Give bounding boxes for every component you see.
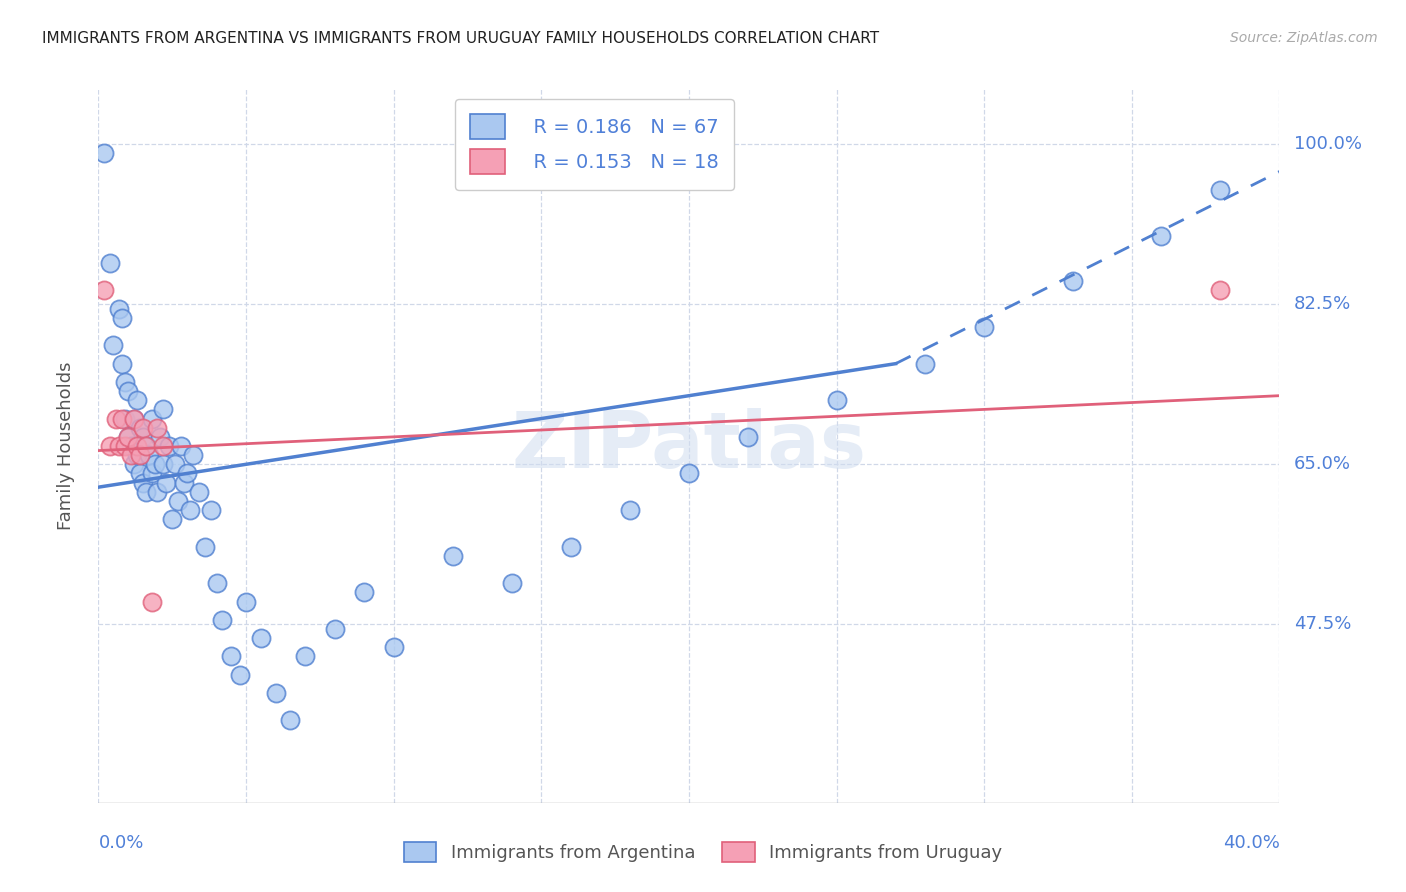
Point	[108, 439, 131, 453]
Point	[157, 439, 180, 453]
Point	[132, 420, 155, 434]
Legend:   R = 0.186   N = 67,   R = 0.153   N = 18: R = 0.186 N = 67, R = 0.153 N = 18	[454, 99, 734, 190]
Text: 40.0%: 40.0%	[1223, 834, 1279, 852]
Point	[170, 439, 193, 453]
Point	[167, 494, 190, 508]
Point	[114, 375, 136, 389]
Point	[973, 320, 995, 334]
Point	[219, 649, 242, 664]
Point	[135, 439, 157, 453]
Point	[122, 411, 145, 425]
Point	[155, 475, 177, 490]
Text: 47.5%: 47.5%	[1294, 615, 1351, 633]
Point	[120, 448, 142, 462]
Point	[117, 384, 139, 398]
Point	[181, 448, 204, 462]
Point	[278, 714, 302, 728]
Point	[98, 439, 121, 453]
Point	[146, 484, 169, 499]
Point	[1209, 284, 1232, 298]
Point	[111, 357, 134, 371]
Point	[200, 503, 222, 517]
Point	[294, 649, 316, 664]
Point	[98, 256, 121, 270]
Point	[914, 357, 936, 371]
Point	[108, 301, 131, 316]
Point	[382, 640, 405, 655]
Point	[1150, 228, 1173, 243]
Point	[678, 467, 700, 481]
Point	[149, 430, 172, 444]
Point	[103, 338, 125, 352]
Point	[152, 439, 174, 453]
Point	[146, 420, 169, 434]
Point	[125, 393, 148, 408]
Point	[111, 411, 134, 425]
Point	[619, 503, 641, 517]
Point	[120, 439, 142, 453]
Point	[132, 430, 155, 444]
Point	[114, 411, 136, 425]
Point	[165, 458, 187, 472]
Point	[93, 146, 115, 161]
Point	[114, 439, 136, 453]
Point	[152, 458, 174, 472]
Point	[141, 594, 163, 608]
Point	[93, 284, 115, 298]
Point	[117, 430, 139, 444]
Point	[117, 430, 139, 444]
Point	[1327, 531, 1350, 545]
Point	[264, 686, 287, 700]
Y-axis label: Family Households: Family Households	[56, 362, 75, 530]
Point	[825, 393, 848, 408]
Point	[122, 411, 145, 425]
Legend: Immigrants from Argentina, Immigrants from Uruguay: Immigrants from Argentina, Immigrants fr…	[396, 834, 1010, 870]
Point	[141, 467, 163, 481]
Point	[235, 594, 257, 608]
Text: 100.0%: 100.0%	[1294, 135, 1362, 153]
Point	[128, 467, 150, 481]
Point	[1209, 183, 1232, 197]
Point	[135, 439, 157, 453]
Point	[323, 622, 346, 636]
Point	[128, 420, 150, 434]
Point	[229, 667, 252, 681]
Text: ZIPatlas: ZIPatlas	[512, 408, 866, 484]
Point	[122, 458, 145, 472]
Point	[250, 631, 273, 645]
Point	[737, 430, 759, 444]
Point	[187, 484, 209, 499]
Text: Source: ZipAtlas.com: Source: ZipAtlas.com	[1230, 31, 1378, 45]
Point	[132, 475, 155, 490]
Point	[501, 576, 523, 591]
Point	[111, 310, 134, 325]
Point	[128, 448, 150, 462]
Text: 82.5%: 82.5%	[1294, 295, 1351, 313]
Point	[179, 503, 201, 517]
Point	[135, 484, 157, 499]
Point	[105, 411, 128, 425]
Point	[194, 540, 217, 554]
Text: 65.0%: 65.0%	[1294, 455, 1351, 474]
Point	[441, 549, 464, 563]
Point	[125, 439, 148, 453]
Point	[125, 448, 148, 462]
Point	[560, 540, 582, 554]
Text: IMMIGRANTS FROM ARGENTINA VS IMMIGRANTS FROM URUGUAY FAMILY HOUSEHOLDS CORRELATI: IMMIGRANTS FROM ARGENTINA VS IMMIGRANTS …	[42, 31, 879, 46]
Point	[173, 475, 195, 490]
Point	[143, 458, 166, 472]
Point	[141, 411, 163, 425]
Point	[162, 512, 183, 526]
Point	[176, 467, 198, 481]
Point	[1062, 274, 1084, 288]
Point	[211, 613, 233, 627]
Point	[205, 576, 228, 591]
Text: 0.0%: 0.0%	[98, 834, 143, 852]
Point	[152, 402, 174, 417]
Point	[138, 448, 160, 462]
Point	[353, 585, 375, 599]
